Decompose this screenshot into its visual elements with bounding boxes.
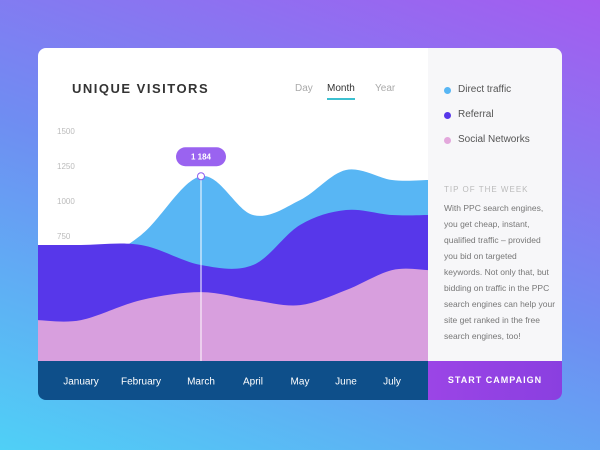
legend-swatch — [444, 137, 451, 144]
area — [38, 268, 428, 361]
x-tick-label: January — [63, 377, 99, 388]
start-campaign-button[interactable]: START CAMPAIGN — [428, 361, 562, 400]
chart-title: UNIQUE VISITORS — [72, 81, 210, 96]
legend-label: Referral — [458, 109, 494, 120]
x-tick-label: June — [335, 377, 357, 388]
tooltip — [176, 147, 226, 167]
x-tick-label: March — [187, 377, 215, 388]
month-bar — [38, 361, 428, 400]
side-panel — [428, 48, 562, 361]
tab[interactable]: Year — [375, 83, 396, 94]
tooltip-label: 1 184 — [191, 152, 212, 161]
x-tick-label: July — [383, 377, 401, 388]
legend-label: Direct traffic — [458, 84, 512, 95]
point — [197, 172, 205, 181]
tab[interactable]: Month — [327, 83, 355, 100]
tab[interactable]: Day — [295, 83, 313, 94]
y-tick-label: 1250 — [57, 162, 75, 171]
tip-text: With PPC search engines, you get cheap, … — [444, 203, 556, 341]
y-tick-label: 1500 — [57, 127, 75, 136]
tip-title: TIP OF THE WEEK — [444, 185, 529, 194]
y-tick-label: 1000 — [57, 197, 75, 206]
x-tick-label: May — [291, 377, 310, 388]
legend-swatch — [444, 87, 451, 94]
legend-label: Social Networks — [458, 134, 530, 145]
legend-swatch — [444, 112, 451, 119]
x-tick-label: April — [243, 377, 263, 388]
y-tick-label: 750 — [57, 232, 71, 241]
x-tick-label: February — [121, 377, 161, 388]
